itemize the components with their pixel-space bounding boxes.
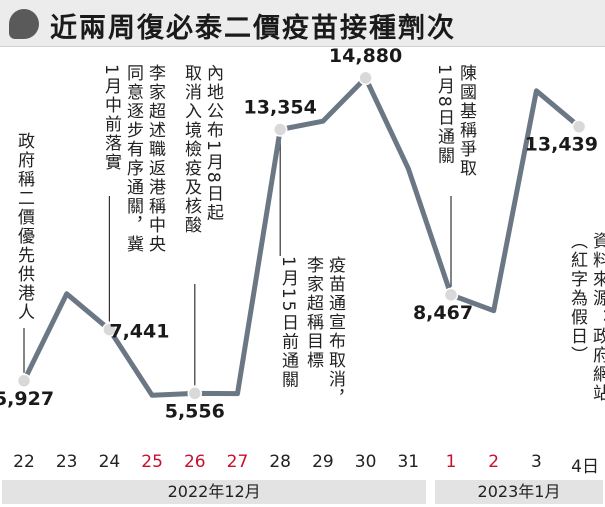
data-point-marker (102, 322, 117, 337)
data-label: 7,441 (109, 321, 169, 343)
data-label: 14,880 (329, 45, 402, 67)
annotation-7: 疫苗通宣布取消， 李家超稱目標 (303, 256, 345, 408)
series-line (21, 75, 582, 398)
data-label: 13,354 (244, 97, 317, 119)
x-tick-label: 25 (141, 452, 163, 472)
data-point-marker (571, 119, 587, 134)
data-label: 5,927 (0, 388, 54, 410)
x-tick-label: 28 (269, 452, 291, 472)
data-point-marker (187, 386, 203, 401)
x-tick-label: 29 (312, 452, 334, 472)
x-tick-label: 1 (445, 452, 457, 472)
x-tick-label: 24 (98, 452, 121, 472)
x-tick-label: 27 (226, 452, 249, 472)
x-tick-label: 3 (530, 452, 542, 472)
annotation-10: 陳國基稱爭取 1月8日通關 (434, 64, 476, 178)
data-label: 13,439 (525, 134, 598, 156)
data-label: 8,467 (413, 302, 473, 324)
x-tick-label: 2 (488, 452, 500, 472)
annotation-2: 李家超述職返港稱中央 同意逐步有序通關，冀 1月中前落實 (101, 64, 165, 254)
data-point-marker (272, 122, 288, 137)
source-note: 資料來源：政府網站 （紅字為假日） (567, 232, 605, 403)
data-point-marker (443, 287, 459, 303)
x-tick-label: 26 (183, 452, 206, 472)
month-label: 2023年1月 (435, 480, 603, 504)
x-tick-label: 23 (55, 452, 78, 472)
chart-header: 近兩周復必泰二價疫苗接種劑次 (0, 0, 605, 47)
data-label: 5,556 (165, 400, 225, 422)
chart-title: 近兩周復必泰二價疫苗接種劑次 (50, 13, 456, 44)
annotation-6: 1月15日前通關 (278, 256, 298, 390)
speech-bubble-icon (9, 9, 39, 39)
x-tick-label: 22 (13, 452, 35, 472)
x-tick-label: 4日 (571, 457, 599, 477)
data-point-marker (358, 70, 373, 86)
annotation-0: 政府稱二價優先供港人 (14, 132, 34, 322)
month-label: 2022年12月 (2, 480, 427, 504)
x-tick-label: 30 (354, 452, 377, 472)
data-point-marker (16, 373, 32, 389)
x-tick-label: 31 (397, 452, 420, 472)
annotation-4: 內地公布1月8日起 取消入境檢疫及核酸 (181, 64, 223, 235)
